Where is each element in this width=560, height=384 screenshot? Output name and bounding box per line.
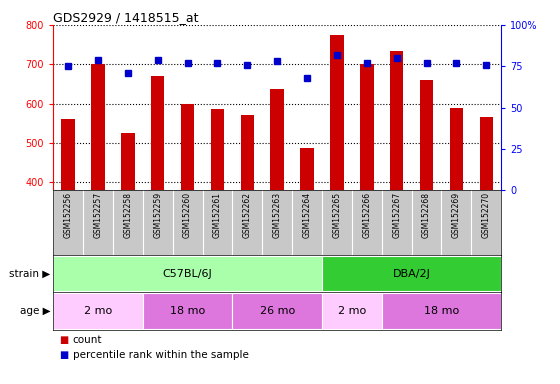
Text: 18 mo: 18 mo	[170, 306, 205, 316]
Bar	[382, 293, 501, 329]
Text: ■: ■	[59, 350, 68, 360]
Bar	[62, 119, 75, 190]
Text: ■: ■	[59, 335, 68, 345]
Bar	[420, 80, 433, 190]
Text: strain ▶: strain ▶	[9, 268, 50, 279]
Text: C57BL/6J: C57BL/6J	[163, 268, 212, 279]
Text: 18 mo: 18 mo	[424, 306, 459, 316]
Bar	[330, 35, 344, 190]
Text: percentile rank within the sample: percentile rank within the sample	[73, 350, 249, 360]
Bar	[53, 256, 322, 291]
Text: GSM152264: GSM152264	[302, 192, 311, 238]
Text: 2 mo: 2 mo	[84, 306, 112, 316]
Text: GSM152261: GSM152261	[213, 192, 222, 238]
Bar	[232, 293, 322, 329]
Bar	[450, 108, 463, 190]
Bar	[300, 148, 314, 190]
Bar	[360, 64, 374, 190]
Text: GSM152268: GSM152268	[422, 192, 431, 238]
Text: GSM152257: GSM152257	[94, 192, 102, 238]
Text: GSM152267: GSM152267	[392, 192, 401, 238]
Text: GSM152259: GSM152259	[153, 192, 162, 238]
Bar	[143, 293, 232, 329]
Text: 2 mo: 2 mo	[338, 306, 366, 316]
Bar	[53, 293, 143, 329]
Text: GSM152258: GSM152258	[123, 192, 132, 238]
Text: GSM152265: GSM152265	[333, 192, 342, 238]
Text: GSM152269: GSM152269	[452, 192, 461, 238]
Bar	[322, 256, 501, 291]
Bar	[211, 109, 224, 190]
Bar	[151, 76, 165, 190]
Bar	[181, 104, 194, 190]
Text: GSM152266: GSM152266	[362, 192, 371, 238]
Bar	[479, 118, 493, 190]
Text: GDS2929 / 1418515_at: GDS2929 / 1418515_at	[53, 11, 199, 24]
Text: DBA/2J: DBA/2J	[393, 268, 431, 279]
Bar	[322, 293, 382, 329]
Text: GSM152260: GSM152260	[183, 192, 192, 238]
Bar	[270, 89, 284, 190]
Text: count: count	[73, 335, 102, 345]
Text: 26 mo: 26 mo	[260, 306, 295, 316]
Bar	[390, 51, 403, 190]
Text: GSM152263: GSM152263	[273, 192, 282, 238]
Bar	[91, 64, 105, 190]
Text: age ▶: age ▶	[20, 306, 50, 316]
Text: GSM152262: GSM152262	[243, 192, 252, 238]
Text: GSM152270: GSM152270	[482, 192, 491, 238]
Bar	[241, 115, 254, 190]
Text: GSM152256: GSM152256	[64, 192, 73, 238]
Bar	[121, 133, 134, 190]
